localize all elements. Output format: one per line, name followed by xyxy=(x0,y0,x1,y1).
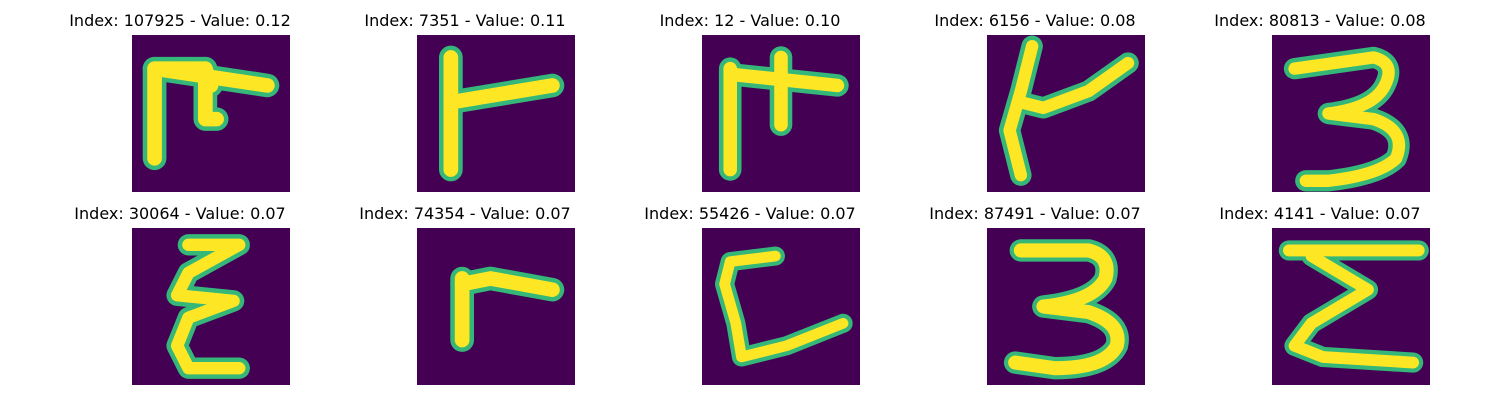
panel-title: Index: 87491 - Value: 0.07 xyxy=(929,204,1141,223)
grid-panel: Index: 30064 - Value: 0.07 xyxy=(30,193,330,388)
panel-title: Index: 55426 - Value: 0.07 xyxy=(644,204,856,223)
grid-panel: Index: 107925 - Value: 0.12 xyxy=(30,0,330,195)
grid-panel: Index: 55426 - Value: 0.07 xyxy=(600,193,900,388)
glyph-b-icon xyxy=(417,35,575,192)
grid-panel: Index: 4141 - Value: 0.07 xyxy=(1170,193,1470,388)
grid-panel: Index: 7351 - Value: 0.11 xyxy=(315,0,615,195)
grid-panel: Index: 74354 - Value: 0.07 xyxy=(315,193,615,388)
glyph-e-icon xyxy=(132,228,290,385)
panel-title: Index: 4141 - Value: 0.07 xyxy=(1219,204,1421,223)
digit-3-icon xyxy=(1272,35,1430,192)
panel-title: Index: 80813 - Value: 0.08 xyxy=(1214,11,1426,30)
panel-title: Index: 107925 - Value: 0.12 xyxy=(69,11,291,30)
glyph-d-icon xyxy=(987,35,1145,192)
glyph-a-icon xyxy=(132,35,290,192)
panel-title: Index: 6156 - Value: 0.08 xyxy=(934,11,1136,30)
panel-title: Index: 12 - Value: 0.10 xyxy=(659,11,841,30)
digit-3-icon xyxy=(987,228,1145,385)
grid-panel: Index: 87491 - Value: 0.07 xyxy=(885,193,1185,388)
glyph-f-icon xyxy=(417,228,575,385)
grid-panel: Index: 80813 - Value: 0.08 xyxy=(1170,0,1470,195)
panel-title: Index: 30064 - Value: 0.07 xyxy=(74,204,286,223)
grid-panel: Index: 6156 - Value: 0.08 xyxy=(885,0,1185,195)
panel-title: Index: 74354 - Value: 0.07 xyxy=(359,204,571,223)
glyph-h-icon xyxy=(1272,228,1430,385)
glyph-g-icon xyxy=(702,228,860,385)
panel-title: Index: 7351 - Value: 0.11 xyxy=(364,11,566,30)
glyph-c-icon xyxy=(702,35,860,192)
grid-panel: Index: 12 - Value: 0.10 xyxy=(600,0,900,195)
